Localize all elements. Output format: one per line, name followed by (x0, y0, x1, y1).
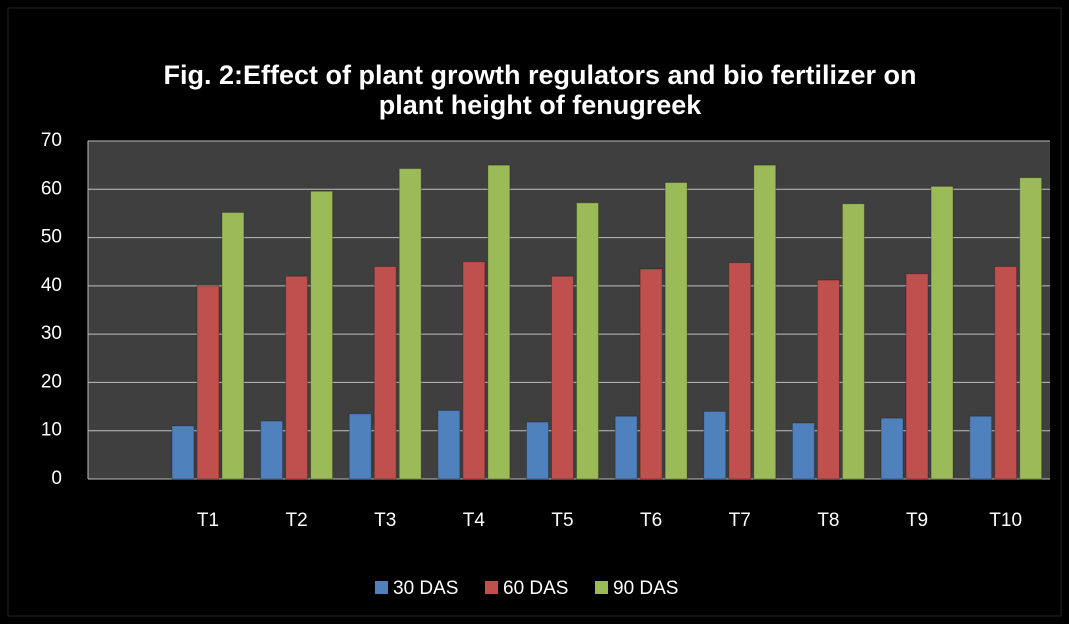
bar (221, 211, 245, 480)
bar (664, 182, 688, 480)
legend-swatch (485, 581, 498, 594)
bar (969, 415, 993, 480)
y-tick-label: 0 (51, 468, 62, 489)
chart-title: plant height of fenugreek (379, 90, 702, 120)
x-tick-label: T2 (285, 510, 307, 531)
bar (437, 409, 461, 480)
bar (703, 410, 727, 480)
bar (791, 422, 815, 480)
legend-swatch (595, 581, 608, 594)
bar (260, 420, 284, 480)
x-tick-label: T6 (640, 510, 662, 531)
bar (994, 266, 1018, 480)
bar (487, 164, 511, 480)
x-tick-label: T1 (197, 510, 219, 531)
legend-label: 30 DAS (393, 578, 458, 599)
x-tick-label: T4 (463, 510, 486, 531)
bar (398, 168, 422, 480)
x-tick-label: T9 (906, 510, 928, 531)
bar (285, 275, 309, 480)
legend-swatch (375, 581, 388, 594)
legend-label: 60 DAS (503, 578, 568, 599)
x-tick-label: T7 (729, 510, 751, 531)
bar (905, 273, 929, 480)
bar (551, 275, 574, 480)
bar (1019, 177, 1043, 480)
bar (196, 285, 220, 480)
bar (841, 203, 865, 480)
x-tick-label: T10 (989, 510, 1022, 531)
x-tick-label: T3 (374, 510, 396, 531)
y-tick-label: 70 (41, 130, 62, 151)
bar (576, 202, 599, 480)
y-tick-label: 20 (41, 371, 62, 392)
bar (639, 268, 663, 480)
bar (526, 421, 549, 480)
y-tick-label: 50 (41, 227, 62, 248)
bar (753, 164, 777, 480)
bar (930, 185, 954, 480)
y-tick-label: 40 (41, 275, 62, 296)
chart-title: Fig. 2:Effect of plant growth regulators… (163, 60, 916, 90)
x-tick-label: T8 (817, 510, 839, 531)
y-tick-label: 60 (41, 178, 62, 199)
bar (310, 190, 334, 480)
bar (171, 425, 195, 480)
bar (614, 415, 638, 480)
bar (880, 417, 904, 480)
bar (728, 262, 752, 480)
y-tick-label: 10 (41, 420, 62, 441)
y-tick-label: 30 (41, 323, 62, 344)
x-tick-label: T5 (551, 510, 573, 531)
bar (816, 279, 840, 480)
bar (462, 261, 486, 480)
bar (348, 413, 372, 480)
bar (373, 266, 397, 480)
legend-label: 90 DAS (613, 578, 678, 599)
